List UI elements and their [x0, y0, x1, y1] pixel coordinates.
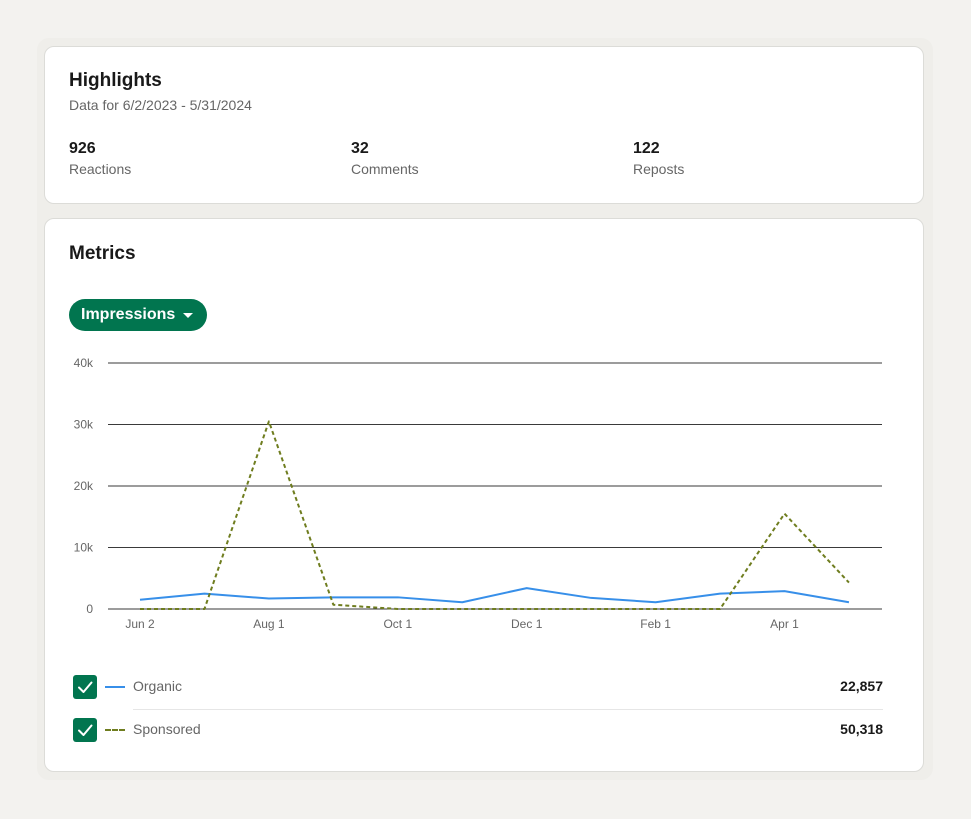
impressions-line-chart: 0 10k 20k 30k 40k Jun 2 Aug 1 Oct 1 Dec 1 Feb 1 Ap… [74, 356, 882, 631]
stat-value: 926 [69, 140, 96, 157]
caret-down-icon [183, 312, 194, 318]
x-tick-label: Feb 1 [640, 617, 671, 631]
stat-label: Reposts [633, 161, 685, 177]
stat-value: 122 [633, 140, 660, 157]
checkmark-icon [78, 724, 93, 736]
legend-item-organic: Organic 22,857 [73, 675, 883, 699]
x-tick-label: Jun 2 [125, 617, 155, 631]
highlights-card: Highlights Data for 6/2/2023 - 5/31/2024… [44, 46, 924, 204]
legend-total: 22,857 [840, 678, 883, 694]
x-tick-label: Dec 1 [511, 617, 543, 631]
legend-item-sponsored: Sponsored 50,318 [73, 718, 883, 742]
legend-label: Sponsored [133, 721, 201, 737]
organic-series-line [139, 587, 850, 604]
sponsored-checkbox[interactable] [73, 718, 97, 742]
legend-label: Organic [133, 678, 183, 694]
highlights-date-range: Data for 6/2/2023 - 5/31/2024 [69, 97, 252, 113]
organic-checkbox[interactable] [73, 675, 97, 699]
y-tick-label: 30k [74, 418, 94, 432]
sponsored-line-swatch [105, 729, 125, 731]
stat-reposts: 122 Reposts [633, 140, 684, 177]
stat-comments: 32 Comments [351, 140, 419, 177]
metrics-card: Metrics Impressions 0 10k 20k 30k 40k Jun 2 Au… [44, 218, 924, 772]
stat-reactions: 926 Reactions [69, 140, 131, 177]
legend-total: 50,318 [840, 721, 883, 737]
y-tick-label: 10k [74, 541, 94, 555]
y-tick-label: 0 [86, 602, 93, 616]
stat-label: Comments [351, 161, 419, 177]
highlights-title: Highlights [69, 70, 162, 91]
legend-divider [133, 709, 883, 710]
x-tick-label: Oct 1 [383, 617, 412, 631]
stat-value: 32 [351, 140, 369, 157]
y-tick-label: 20k [74, 479, 94, 493]
organic-line-swatch [105, 686, 125, 688]
metrics-title: Metrics [69, 243, 136, 264]
metric-type-dropdown[interactable]: Impressions [69, 299, 208, 331]
x-tick-label: Apr 1 [770, 617, 799, 631]
dropdown-label: Impressions [81, 306, 176, 323]
y-tick-label: 40k [74, 356, 94, 370]
sponsored-series-line [140, 420, 850, 610]
x-tick-label: Aug 1 [253, 617, 285, 631]
stat-label: Reactions [69, 161, 132, 177]
checkmark-icon [78, 681, 93, 693]
